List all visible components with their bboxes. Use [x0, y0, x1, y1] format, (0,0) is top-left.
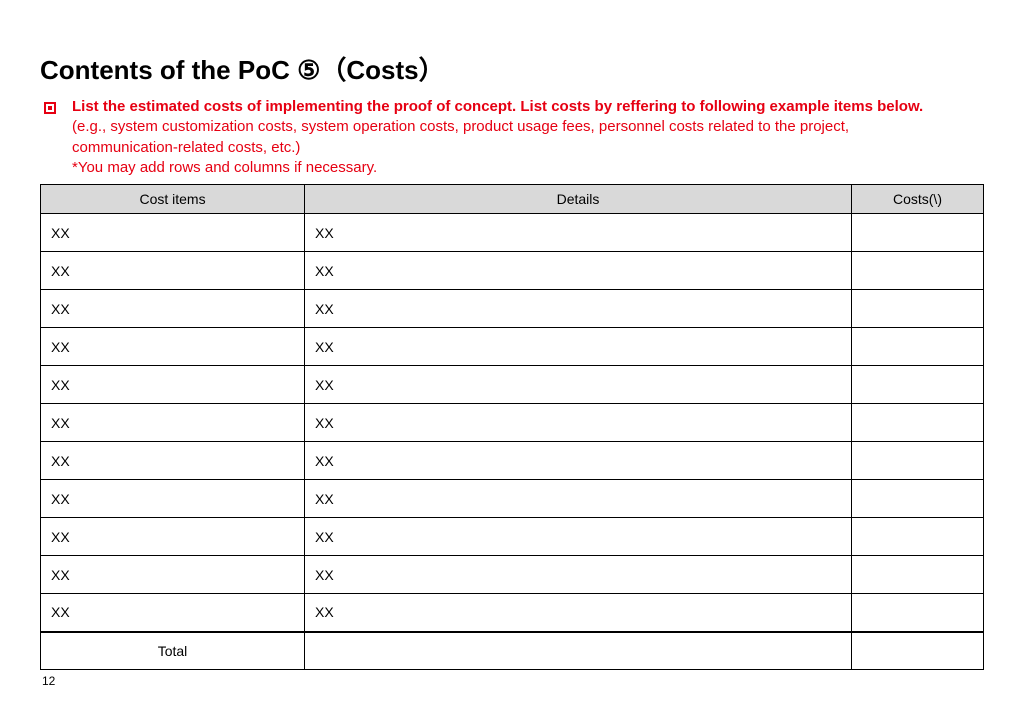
cell-cost — [851, 480, 983, 518]
instruction-line-1: List the estimated costs of implementing… — [72, 97, 984, 117]
cell-cost-item: XX — [41, 290, 305, 328]
cell-cost — [851, 290, 983, 328]
cell-details: XX — [305, 252, 852, 290]
table-row: XXXX — [41, 518, 984, 556]
cell-details: XX — [305, 214, 852, 252]
instruction-text: List the estimated costs of implementing… — [72, 97, 984, 178]
instruction-line-2: (e.g., system customization costs, syste… — [72, 117, 984, 137]
cell-total-label: Total — [41, 632, 305, 670]
instruction-line-4: *You may add rows and columns if necessa… — [72, 158, 984, 178]
cell-details: XX — [305, 480, 852, 518]
table-header-row: Cost items Details Costs(\) — [41, 185, 984, 214]
col-header-costs: Costs(\) — [851, 185, 983, 214]
page-title: Contents of the PoC ⑤（Costs） — [40, 50, 984, 87]
cell-details: XX — [305, 328, 852, 366]
cell-cost — [851, 594, 983, 632]
page-number: 12 — [40, 674, 984, 688]
square-bullet-icon — [44, 102, 56, 114]
cell-cost — [851, 328, 983, 366]
instruction-line-3: communication-related costs, etc.) — [72, 138, 984, 158]
col-header-items: Cost items — [41, 185, 305, 214]
col-header-details: Details — [305, 185, 852, 214]
cell-total-cost — [851, 632, 983, 670]
cell-details: XX — [305, 366, 852, 404]
table-total-row: Total — [41, 632, 984, 670]
cell-cost — [851, 214, 983, 252]
cell-cost-item: XX — [41, 214, 305, 252]
cell-cost-item: XX — [41, 442, 305, 480]
cell-cost-item: XX — [41, 328, 305, 366]
cell-cost-item: XX — [41, 518, 305, 556]
cell-details: XX — [305, 290, 852, 328]
cell-cost — [851, 518, 983, 556]
table-row: XXXX — [41, 442, 984, 480]
cell-cost-item: XX — [41, 556, 305, 594]
cell-cost-item: XX — [41, 366, 305, 404]
cell-cost-item: XX — [41, 404, 305, 442]
cell-details: XX — [305, 594, 852, 632]
table-row: XXXX — [41, 594, 984, 632]
cell-cost — [851, 442, 983, 480]
cell-cost — [851, 404, 983, 442]
cell-cost — [851, 556, 983, 594]
cell-cost — [851, 252, 983, 290]
table-row: XXXX — [41, 252, 984, 290]
cell-details: XX — [305, 556, 852, 594]
cell-details: XX — [305, 442, 852, 480]
cost-table: Cost items Details Costs(\) XXXXXXXXXXXX… — [40, 184, 984, 670]
cell-details: XX — [305, 518, 852, 556]
cell-cost-item: XX — [41, 594, 305, 632]
table-row: XXXX — [41, 556, 984, 594]
table-row: XXXX — [41, 366, 984, 404]
cell-cost-item: XX — [41, 480, 305, 518]
cell-details: XX — [305, 404, 852, 442]
table-row: XXXX — [41, 290, 984, 328]
cell-total-details — [305, 632, 852, 670]
table-row: XXXX — [41, 404, 984, 442]
table-row: XXXX — [41, 328, 984, 366]
table-row: XXXX — [41, 480, 984, 518]
cell-cost — [851, 366, 983, 404]
instruction-block: List the estimated costs of implementing… — [40, 97, 984, 178]
cell-cost-item: XX — [41, 252, 305, 290]
table-row: XXXX — [41, 214, 984, 252]
